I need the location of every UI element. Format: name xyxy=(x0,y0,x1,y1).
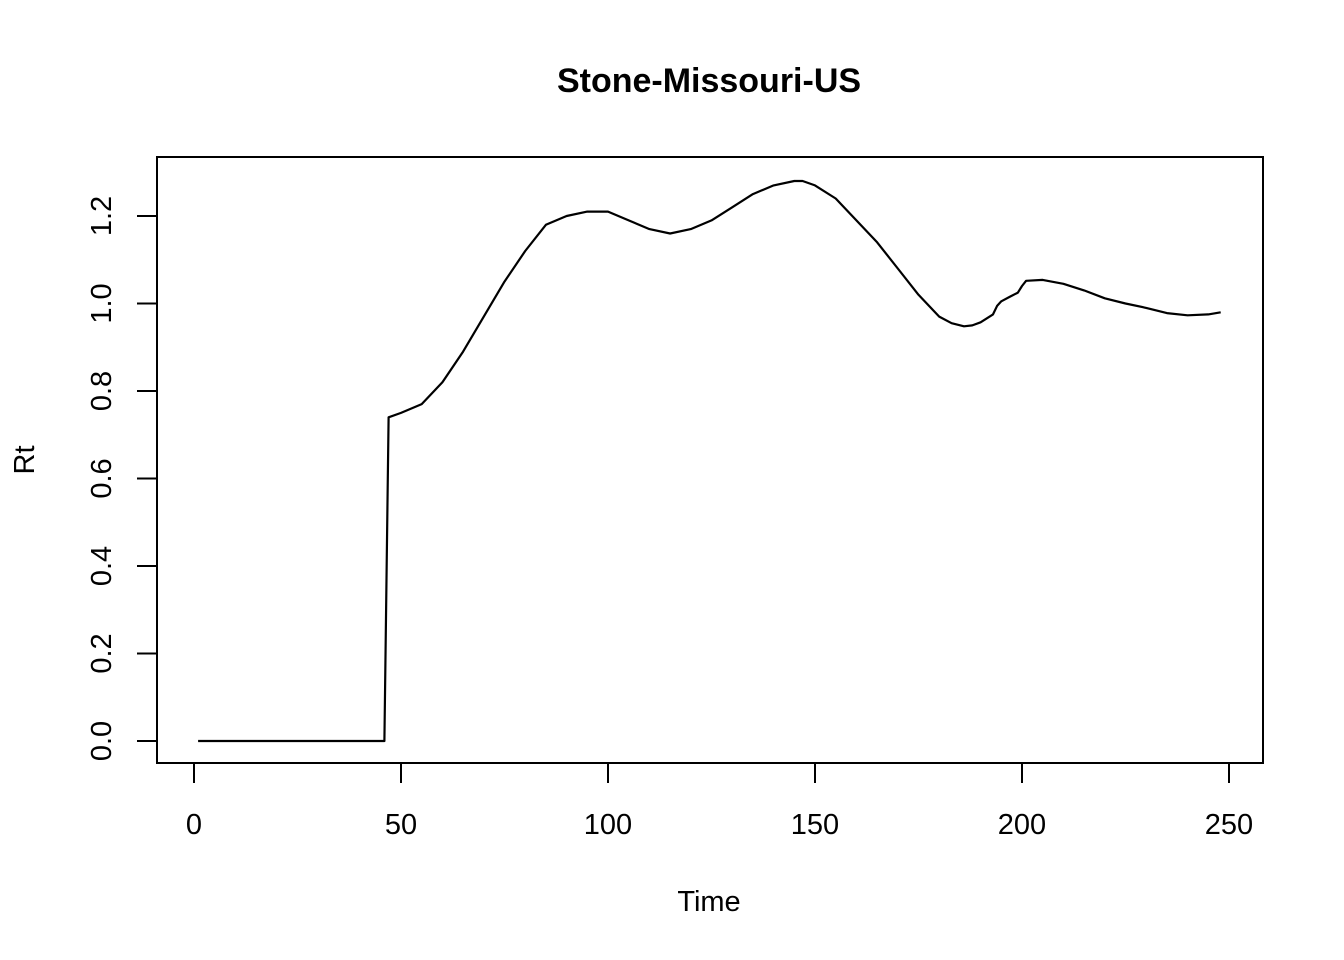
plot-frame xyxy=(156,156,1264,764)
x-axis-label: Time xyxy=(677,886,740,918)
y-tick-label: 1.2 xyxy=(86,196,118,236)
chart-title: Stone-Missouri-US xyxy=(557,62,861,100)
y-tick-label: 0.6 xyxy=(86,458,118,498)
x-tick-label: 200 xyxy=(998,809,1046,841)
series-group xyxy=(198,179,1221,743)
y-tick-label: 0.0 xyxy=(86,721,118,761)
y-axis: 0.0 0.2 0.4 0.6 0.8 1.0 1.2 xyxy=(86,196,158,761)
y-tick-label: 0.8 xyxy=(86,371,118,411)
x-tick-label: 250 xyxy=(1205,809,1253,841)
x-axis: 0 50 100 150 200 250 xyxy=(186,762,1253,841)
x-tick-label: 100 xyxy=(584,809,632,841)
series-line xyxy=(198,179,1221,743)
x-tick-label: 0 xyxy=(186,809,202,841)
x-tick-label: 150 xyxy=(791,809,839,841)
y-axis-label: Rt xyxy=(9,446,41,475)
y-tick-label: 0.2 xyxy=(86,633,118,673)
y-tick-label: 1.0 xyxy=(86,283,118,323)
x-tick-label: 50 xyxy=(385,809,417,841)
y-tick-label: 0.4 xyxy=(86,546,118,586)
